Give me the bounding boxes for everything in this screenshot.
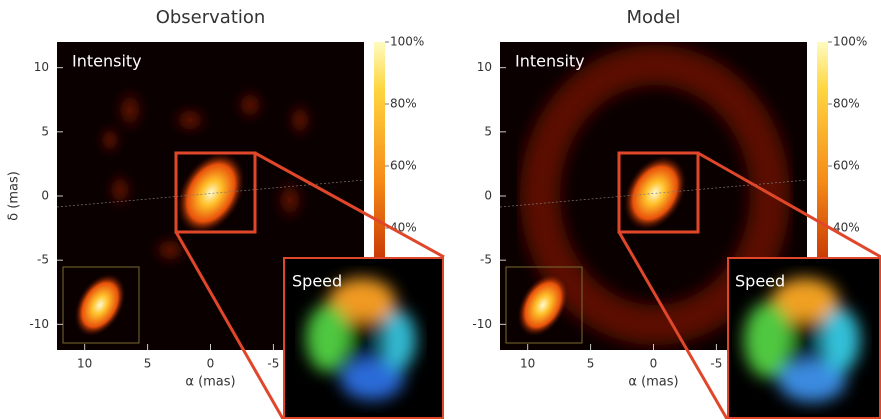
y-tick-label: 5 (41, 124, 49, 138)
colorbar-tick-label: 100% (390, 35, 424, 49)
y-tick-label: -5 (37, 253, 49, 267)
x-tick-label: 10 (77, 357, 92, 371)
colorbar-tick-label: 100% (833, 35, 867, 49)
x-tick-label: 0 (650, 357, 658, 371)
x-tick-label: -5 (710, 357, 722, 371)
figure: 40%60%80%100%40%60%80%100% Observationα … (0, 0, 881, 419)
chart-title: Observation (156, 7, 266, 28)
x-tick-label: 0 (207, 357, 215, 371)
x-tick-label: 5 (144, 357, 152, 371)
y-tick-label: 10 (34, 60, 49, 74)
colorbar-tick-label: 40% (390, 221, 417, 235)
speed-label: Speed (292, 272, 342, 291)
y-tick-label: 10 (477, 60, 492, 74)
y-tick-label: 0 (484, 189, 492, 203)
y-tick-label: -10 (472, 317, 492, 331)
y-tick-label: 5 (484, 124, 492, 138)
intensity-label: Intensity (515, 52, 585, 71)
x-axis-label: α (mas) (185, 375, 235, 390)
colorbar-tick-label: 60% (833, 159, 860, 173)
colorbar-tick-label: 80% (390, 97, 417, 111)
colorbar-tick-label: 60% (390, 159, 417, 173)
intensity-label: Intensity (72, 52, 142, 71)
y-tick-label: -5 (480, 253, 492, 267)
x-tick-label: 10 (520, 357, 535, 371)
y-tick-label: 0 (41, 189, 49, 203)
y-axis-label: δ (mas) (7, 171, 22, 221)
y-tick-label: -10 (29, 317, 49, 331)
x-axis-label: α (mas) (628, 375, 678, 390)
speed-label: Speed (735, 272, 785, 291)
chart-title: Model (626, 7, 680, 28)
colorbar-tick-label: 80% (833, 97, 860, 111)
x-tick-label: 5 (587, 357, 595, 371)
x-tick-label: -5 (267, 357, 279, 371)
